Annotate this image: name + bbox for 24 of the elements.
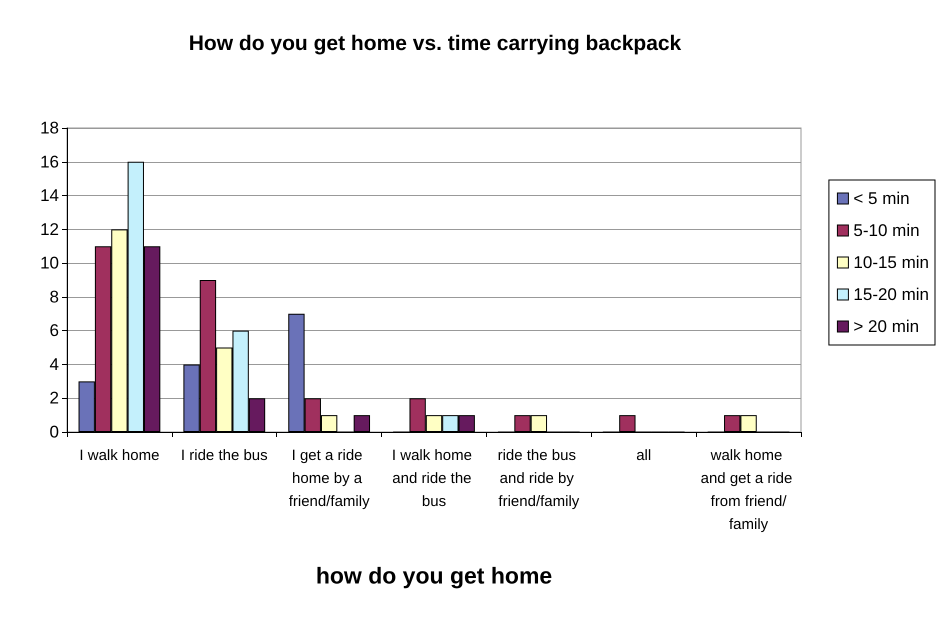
y-tick-label: 16	[40, 152, 59, 172]
y-tick-label: 4	[50, 354, 59, 374]
x-tick-label: I walk home	[79, 447, 160, 464]
y-tick-label: 6	[50, 321, 59, 340]
y-tick-label: 10	[40, 254, 59, 273]
x-tick-label: walk home and get a ride from friend/family	[700, 447, 797, 533]
x-tick-label: I get a ride home by a friend/family	[288, 447, 370, 510]
y-tick-label: 2	[50, 388, 59, 408]
x-axis-title: how do you get home	[316, 562, 552, 588]
legend-label: < 5 min	[853, 189, 910, 208]
y-tick-label: 18	[40, 118, 59, 138]
x-tick-label: I ride the bus	[180, 447, 268, 464]
x-tick-label: ride the bus and ride by friend/family	[498, 447, 580, 510]
y-tick-label: 8	[50, 287, 59, 306]
x-tick-label: all	[636, 447, 652, 464]
chart-title: How do you get home vs. time carrying backpack	[188, 32, 682, 55]
x-tick-label: I walk home and ride the bus	[392, 447, 476, 510]
y-tick-label: 0	[50, 422, 59, 442]
legend-label: 10-15 min	[853, 253, 930, 272]
legend-label: 15-20 min	[853, 285, 930, 304]
y-tick-label: 14	[40, 186, 59, 206]
legend-label: > 20 min	[853, 317, 920, 336]
y-tick-label: 12	[40, 220, 59, 239]
legend-label: 5-10 min	[853, 221, 920, 240]
